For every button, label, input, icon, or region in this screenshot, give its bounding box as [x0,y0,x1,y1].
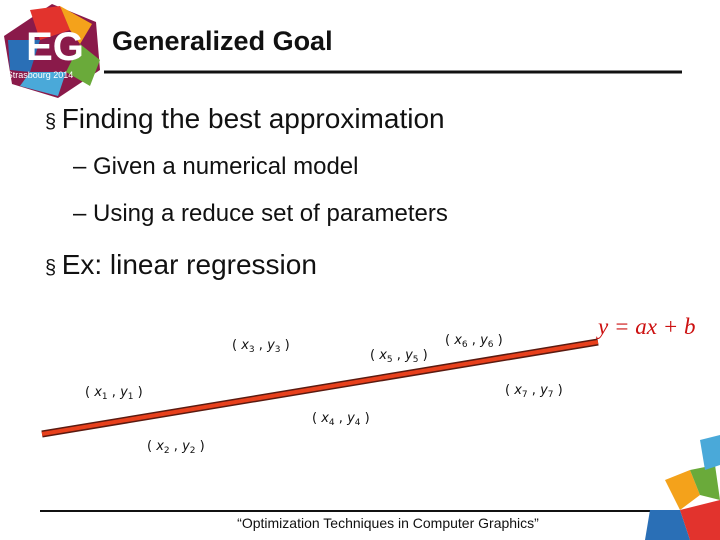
logo: EG Strasbourg 2014 [4,4,100,98]
comma: , [393,348,405,363]
comma: , [468,333,480,348]
dash: – [73,200,93,227]
var-y: y [119,385,128,400]
sub-x: 4 [329,418,335,428]
comma: , [528,383,540,398]
var-y: y [404,348,413,363]
paren: ) [281,338,290,353]
sub-x: 3 [249,345,255,355]
paren: ( [312,411,321,426]
sub-bullet-text: Given a numerical model [93,153,358,180]
var-x: x [513,383,522,398]
sub-y: 3 [275,345,281,355]
dash: – [73,153,93,180]
sub-x: 1 [102,392,108,402]
point-label: ( x5 , y5 ) [370,348,428,365]
paren: ( [505,383,514,398]
sub-y: 6 [488,340,494,350]
corner-decoration [645,435,720,540]
comma: , [108,385,120,400]
sub-y: 4 [355,418,361,428]
point-label: ( x7 , y7 ) [505,383,563,400]
paren: ( [370,348,379,363]
comma: , [170,439,182,454]
sub-y: 1 [128,392,134,402]
paren: ( [147,439,156,454]
sub-y: 5 [413,355,419,365]
logo-mark: EG [26,25,84,69]
bullets: § Finding the best approximation – Given … [45,103,448,280]
var-y: y [181,439,190,454]
point-label: ( x3 , y3 ) [232,338,290,355]
bullet: § Ex: linear regression [45,249,317,280]
var-y: y [539,383,548,398]
point-label: ( x4 , y4 ) [312,411,370,428]
sub-x: 6 [462,340,468,350]
sub-bullet: – Given a numerical model [73,153,358,180]
var-x: x [378,348,387,363]
fit-line [41,340,599,436]
point-label: ( x1 , y1 ) [85,385,143,402]
paren: ) [134,385,143,400]
bullet-text: Finding the best approximation [62,103,445,134]
paren: ) [494,333,503,348]
point-label: ( x6 , y6 ) [445,333,503,350]
var-y: y [346,411,355,426]
var-x: x [453,333,462,348]
var-y: y [479,333,488,348]
regression-figure: y = ax + b ( x3 , y3 )( x5 , y5 )( x6 , … [41,314,695,456]
sub-bullet-text: Using a reduce set of parameters [93,200,448,227]
paren: ) [196,439,205,454]
bullet-text: Ex: linear regression [62,249,317,280]
paren: ) [554,383,563,398]
sub-y: 7 [548,390,554,400]
paren: ( [445,333,454,348]
equation: y = ax + b [596,314,695,339]
sub-y: 2 [190,446,196,456]
comma: , [255,338,267,353]
paren: ) [361,411,370,426]
var-y: y [266,338,275,353]
bullet-marker: § [45,257,62,279]
bullet: § Finding the best approximation [45,103,445,134]
logo-place: Strasbourg 2014 [7,70,74,80]
paren: ( [232,338,241,353]
var-x: x [240,338,249,353]
paren: ) [419,348,428,363]
point-label: ( x2 , y2 ) [147,439,205,456]
var-x: x [93,385,102,400]
var-x: x [320,411,329,426]
sub-x: 7 [522,390,528,400]
sub-x: 5 [387,355,393,365]
var-x: x [155,439,164,454]
point-labels: ( x3 , y3 )( x5 , y5 )( x6 , y6 )( x1 , … [85,333,563,456]
slide-title: Generalized Goal [112,26,333,56]
footer: “Optimization Techniques in Computer Gra… [237,515,539,531]
sub-x: 2 [164,446,170,456]
paren: ( [85,385,94,400]
comma: , [335,411,347,426]
bullet-marker: § [45,111,62,133]
sub-bullet: – Using a reduce set of parameters [73,200,448,227]
